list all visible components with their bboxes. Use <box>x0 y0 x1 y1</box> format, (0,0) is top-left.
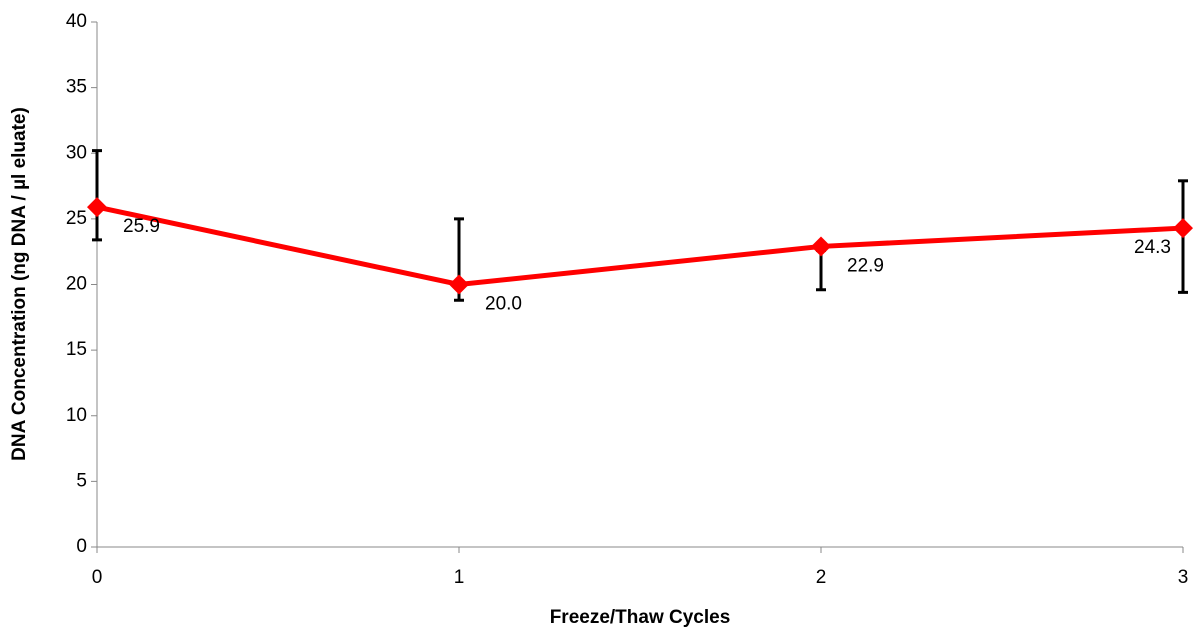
marker <box>449 274 469 295</box>
data-label: 25.9 <box>123 216 160 237</box>
y-tick-label: 35 <box>66 77 87 98</box>
data-label: 20.0 <box>485 294 522 315</box>
y-axis-title: DNA Concentration (ng DNA / µl eluate) <box>9 107 30 461</box>
y-tick-label: 20 <box>66 274 87 295</box>
data-label: 24.3 <box>1134 237 1171 258</box>
x-axis-title: Freeze/Thaw Cycles <box>550 607 731 628</box>
y-tick-label: 30 <box>66 142 87 163</box>
y-tick-label: 15 <box>66 339 87 360</box>
marker <box>1173 218 1193 239</box>
marker <box>87 197 107 218</box>
x-tick-label: 2 <box>816 567 827 588</box>
error-bar <box>92 149 102 242</box>
y-tick-label: 5 <box>76 470 87 491</box>
x-tick-label: 1 <box>454 567 465 588</box>
x-tick-label: 0 <box>92 567 103 588</box>
y-tick-label: 10 <box>66 405 87 426</box>
data-label: 22.9 <box>847 255 884 276</box>
line <box>96 204 1184 288</box>
y-tick-label: 25 <box>66 208 87 229</box>
y-tick-label: 0 <box>76 536 87 557</box>
marker <box>811 236 831 257</box>
x-tick-label: 3 <box>1178 567 1189 588</box>
y-tick-label: 40 <box>66 11 87 32</box>
